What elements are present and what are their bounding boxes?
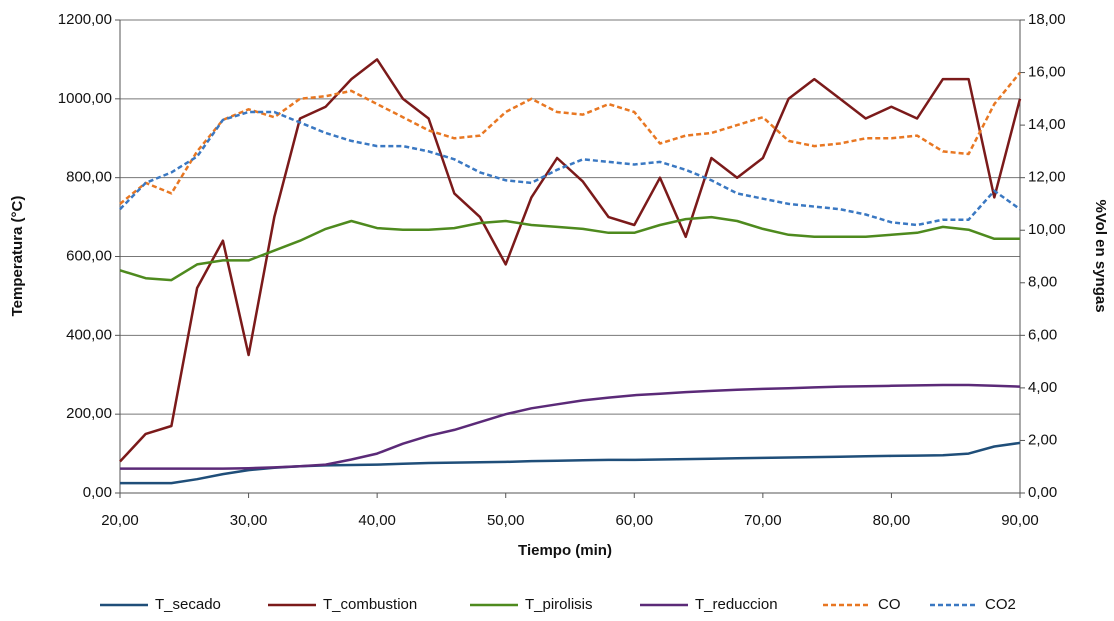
y-tick-label: 1200,00 xyxy=(58,11,112,28)
y-tick-label: 600,00 xyxy=(66,247,112,264)
y-tick-label: 0,00 xyxy=(83,484,112,501)
x-tick-label: 50,00 xyxy=(487,512,525,529)
y-tick-label: 800,00 xyxy=(66,169,112,186)
series-line xyxy=(119,58,1022,463)
legend-label: T_reduccion xyxy=(695,596,778,613)
legend-label: T_combustion xyxy=(323,596,417,613)
series-line xyxy=(119,215,1020,282)
y2-tick-label: 2,00 xyxy=(1028,431,1057,448)
y-tick-label: 200,00 xyxy=(66,405,112,422)
series-line xyxy=(120,383,1021,470)
y-tick-label: 400,00 xyxy=(66,326,112,343)
x-tick-label: 90,00 xyxy=(1001,512,1039,529)
y2-tick-label: 4,00 xyxy=(1028,379,1057,396)
y2-tick-label: 0,00 xyxy=(1028,484,1057,501)
legend-label: T_secado xyxy=(155,596,221,613)
legend-label: CO xyxy=(878,596,901,613)
x-tick-label: 40,00 xyxy=(358,512,396,529)
x-tick-label: 80,00 xyxy=(873,512,911,529)
series-line xyxy=(120,441,1021,485)
y2-axis-label: %Vol en syngas xyxy=(1092,199,1109,312)
y2-tick-label: 12,00 xyxy=(1028,169,1066,186)
y2-tick-label: 8,00 xyxy=(1028,274,1057,291)
legend-label: T_pirolisis xyxy=(525,596,593,613)
x-tick-label: 30,00 xyxy=(230,512,268,529)
y2-tick-label: 18,00 xyxy=(1028,11,1066,28)
x-tick-label: 60,00 xyxy=(616,512,654,529)
legend-label: CO2 xyxy=(985,596,1016,613)
x-axis-label: Tiempo (min) xyxy=(518,542,612,559)
x-tick-label: 70,00 xyxy=(744,512,782,529)
y2-tick-label: 14,00 xyxy=(1028,116,1066,133)
y2-tick-label: 10,00 xyxy=(1028,221,1066,238)
y-axis-label: Temperatura (°C) xyxy=(9,196,26,317)
series-line xyxy=(119,110,1021,227)
x-tick-label: 20,00 xyxy=(101,512,139,529)
y2-tick-label: 6,00 xyxy=(1028,326,1057,343)
y-tick-label: 1000,00 xyxy=(58,90,112,107)
y2-tick-label: 16,00 xyxy=(1028,64,1066,81)
series-line xyxy=(119,71,1021,205)
